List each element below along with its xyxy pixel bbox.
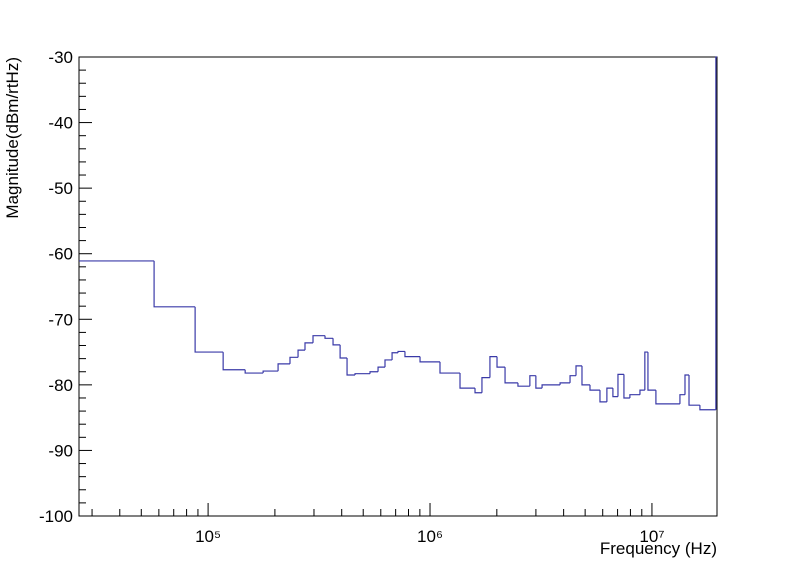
histogram-step — [575, 365, 582, 376]
y-tick-label: -60 — [48, 245, 73, 264]
histogram-step — [481, 377, 490, 393]
histogram-step — [684, 374, 690, 395]
histogram-step — [559, 382, 571, 385]
histogram-step — [346, 357, 356, 376]
histogram-step — [397, 350, 405, 353]
histogram-step — [679, 394, 685, 404]
histogram-step — [474, 388, 482, 394]
histogram-step — [153, 260, 196, 308]
histogram-step — [629, 394, 640, 398]
histogram-step — [194, 306, 224, 353]
x-tick-label: 10⁶ — [417, 527, 443, 546]
histogram-step — [715, 56, 717, 410]
x-axis-title: Frequency (Hz) — [600, 539, 717, 558]
histogram-step — [354, 373, 371, 376]
y-tick-label: -50 — [48, 179, 73, 198]
histogram-step — [535, 375, 543, 389]
x-tick-label: 10⁵ — [195, 527, 221, 546]
histogram-step — [606, 387, 613, 402]
y-tick-label: -30 — [48, 48, 73, 67]
x-tick-label: 10⁷ — [639, 527, 664, 546]
histogram-step — [289, 356, 299, 364]
y-tick-label: -70 — [48, 310, 73, 329]
histogram-step — [589, 384, 600, 391]
y-tick-label: -90 — [48, 441, 73, 460]
histogram-step — [419, 356, 440, 363]
histogram-step — [262, 370, 279, 374]
histogram-step — [312, 335, 326, 343]
histogram-step — [222, 352, 246, 371]
histogram-step — [569, 375, 577, 383]
histogram-step — [699, 405, 716, 411]
histogram-step — [489, 356, 498, 378]
y-axis-title: Magnitude(dBm/rtHz) — [3, 57, 22, 219]
y-tick-label: -40 — [48, 114, 73, 133]
histogram-step — [599, 390, 607, 403]
histogram-step — [404, 351, 421, 358]
histogram-step — [439, 361, 461, 374]
plot-frame — [78, 56, 718, 517]
y-tick-label: -80 — [48, 376, 73, 395]
histogram-step — [244, 369, 264, 374]
histogram-step — [332, 338, 341, 346]
histogram-step — [688, 375, 700, 406]
histogram-step — [504, 367, 518, 384]
histogram-step — [617, 373, 624, 397]
histogram-step — [529, 375, 536, 387]
histogram-step — [459, 373, 476, 389]
histogram-step — [655, 390, 680, 405]
y-tick-label: -100 — [39, 507, 73, 526]
histogram-step — [623, 374, 630, 399]
histogram-step — [304, 342, 314, 351]
histogram-step — [369, 371, 379, 374]
histogram-step — [541, 384, 561, 389]
histogram-step — [612, 388, 618, 398]
histogram-step — [384, 359, 393, 368]
histogram-step — [377, 366, 385, 372]
histogram-step — [339, 344, 348, 359]
histogram-step — [297, 349, 305, 358]
histogram-step — [647, 352, 656, 391]
histogram-step — [581, 365, 590, 386]
histogram-step — [496, 356, 506, 368]
histogram-step — [391, 352, 399, 360]
histogram-step — [639, 389, 645, 395]
histogram-step — [277, 363, 290, 372]
histogram-step — [324, 335, 334, 339]
histogram-step — [517, 382, 530, 387]
histogram-step — [644, 351, 648, 391]
